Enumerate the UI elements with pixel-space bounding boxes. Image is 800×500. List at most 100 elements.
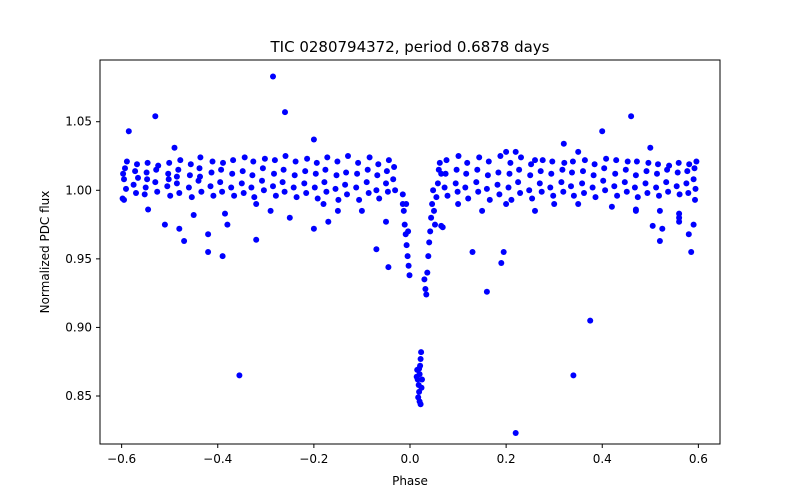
data-point (628, 113, 635, 120)
data-point (197, 154, 204, 161)
data-point (602, 187, 609, 194)
data-point (404, 253, 411, 260)
data-point (385, 264, 392, 271)
data-point (532, 207, 538, 214)
data-point (580, 168, 586, 175)
data-point (634, 194, 641, 201)
data-point (198, 188, 205, 195)
data-point (645, 159, 652, 166)
data-point (507, 159, 514, 166)
data-point (176, 225, 183, 232)
data-point (479, 207, 486, 214)
data-point (413, 373, 420, 380)
data-point (647, 144, 654, 151)
y-tick-label: 0.85 (65, 389, 92, 403)
data-point (568, 183, 574, 190)
data-point (683, 180, 690, 187)
data-point (527, 172, 534, 179)
data-point (161, 221, 168, 228)
data-point (486, 196, 493, 203)
data-point (251, 194, 258, 201)
data-point (532, 157, 538, 164)
data-point (238, 180, 245, 187)
data-point (240, 190, 247, 196)
data-point (623, 188, 630, 195)
data-point (312, 170, 319, 177)
data-point (332, 185, 339, 192)
data-point (691, 165, 698, 172)
y-tick-label: 1.00 (65, 183, 92, 197)
data-point (282, 109, 288, 116)
data-point (495, 169, 502, 176)
data-point (632, 172, 639, 179)
data-point (515, 179, 522, 186)
data-point (548, 170, 555, 177)
y-axis-label: Normalized PDC flux (38, 191, 52, 314)
data-point (432, 221, 438, 228)
data-point (173, 173, 180, 180)
data-point (427, 228, 434, 235)
data-point (165, 176, 172, 183)
data-point (538, 188, 545, 195)
x-tick-label: 0.2 (497, 452, 516, 466)
data-point (436, 159, 443, 166)
data-point (517, 190, 524, 196)
data-point (236, 372, 243, 379)
data-point (512, 430, 519, 436)
data-point (438, 222, 445, 229)
data-point (676, 210, 683, 217)
data-point (426, 239, 433, 246)
data-point (344, 191, 350, 198)
data-point (665, 188, 672, 195)
data-point (384, 188, 391, 195)
data-point (560, 188, 567, 195)
x-tick-label: 0.6 (689, 452, 708, 466)
data-point (303, 190, 310, 196)
data-point (659, 225, 666, 232)
data-point (464, 159, 471, 166)
data-point (279, 179, 286, 186)
data-point (685, 231, 692, 238)
data-point (434, 180, 441, 187)
data-point (649, 222, 656, 229)
data-point (209, 158, 216, 165)
data-point (272, 192, 279, 199)
data-point (405, 228, 412, 235)
data-point (220, 159, 226, 166)
data-point (292, 158, 299, 165)
data-point (442, 170, 449, 177)
data-point (132, 168, 139, 175)
data-point (241, 154, 248, 161)
data-point (433, 194, 440, 201)
data-point (301, 180, 308, 187)
data-point (282, 153, 289, 159)
data-point (674, 169, 681, 176)
data-point (219, 188, 226, 195)
data-point (503, 148, 510, 155)
data-point (455, 201, 462, 207)
data-point (222, 210, 228, 217)
data-point (373, 187, 380, 194)
data-point (676, 214, 683, 221)
data-point (354, 170, 361, 177)
data-point (475, 188, 482, 195)
data-point (125, 128, 132, 135)
data-point (656, 192, 662, 199)
data-point (560, 140, 567, 147)
data-point (621, 179, 628, 186)
data-point (528, 161, 535, 168)
data-point (207, 183, 214, 190)
data-point (400, 207, 407, 214)
data-point (498, 260, 505, 266)
data-point (210, 192, 217, 199)
data-point (342, 181, 349, 188)
data-point (320, 201, 327, 207)
data-point (144, 159, 151, 166)
data-point (390, 176, 397, 183)
data-point (441, 184, 448, 191)
data-point (422, 286, 429, 292)
data-point (133, 190, 139, 196)
data-point (324, 154, 331, 161)
data-point (512, 148, 519, 155)
data-point (529, 195, 536, 202)
